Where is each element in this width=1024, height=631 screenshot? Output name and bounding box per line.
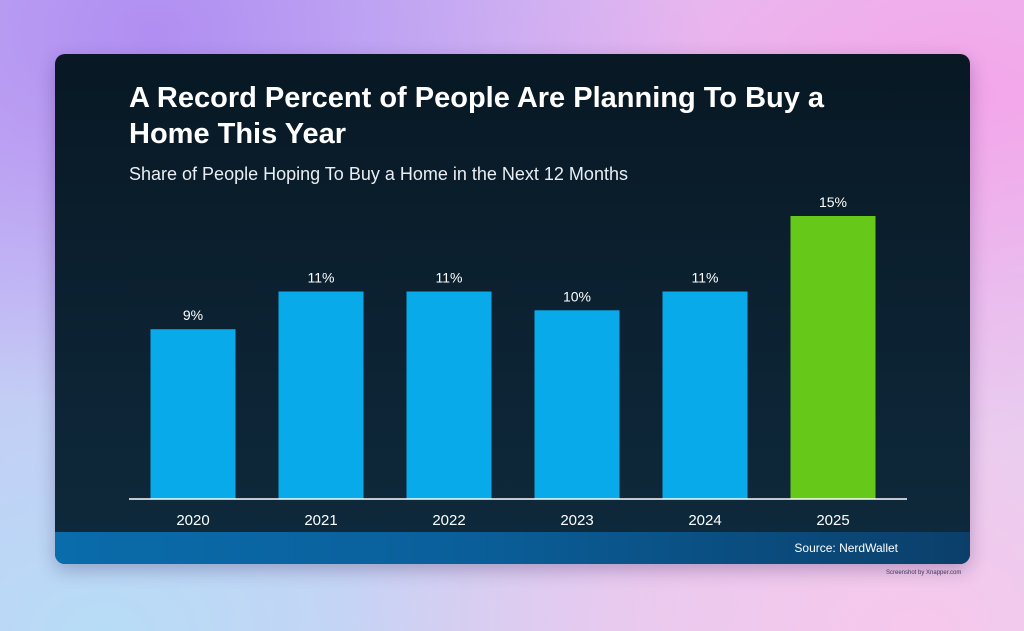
footer-band: Source: NerdWallet xyxy=(55,532,970,564)
chart-title: A Record Percent of People Are Planning … xyxy=(129,82,825,150)
x-tick-label-2024: 2024 xyxy=(688,512,721,529)
value-label-2022: 11% xyxy=(436,270,463,286)
bar-chart: 9% 2020 11% 2021 11% 2022 10% 2023 11% 2024 15% 202… xyxy=(129,194,907,529)
screenshot-credit: Screenshot by Xnapper.com xyxy=(886,570,962,576)
bar-2025 xyxy=(790,216,876,499)
x-tick-label-2022: 2022 xyxy=(432,512,465,529)
x-tick-label-2020: 2020 xyxy=(176,512,209,529)
bar-2020 xyxy=(150,329,236,499)
chart-card: A Record Percent of People Are Planning … xyxy=(55,54,970,564)
value-label-2023: 10% xyxy=(563,288,591,304)
value-label-2025: 15% xyxy=(819,194,847,210)
value-label-2020: 9% xyxy=(183,307,203,323)
source-label: Source: NerdWallet xyxy=(794,541,898,555)
x-tick-label-2025: 2025 xyxy=(816,512,849,529)
bar-2021 xyxy=(278,291,364,499)
bar-2022 xyxy=(406,291,492,499)
value-label-2024: 11% xyxy=(692,270,719,286)
value-label-2021: 11% xyxy=(308,270,335,286)
chart-subtitle: Share of People Hoping To Buy a Home in … xyxy=(129,164,628,184)
bar-2024 xyxy=(662,291,748,499)
x-tick-label-2021: 2021 xyxy=(304,512,337,529)
x-tick-label-2023: 2023 xyxy=(560,512,593,529)
bar-2023 xyxy=(534,310,620,499)
